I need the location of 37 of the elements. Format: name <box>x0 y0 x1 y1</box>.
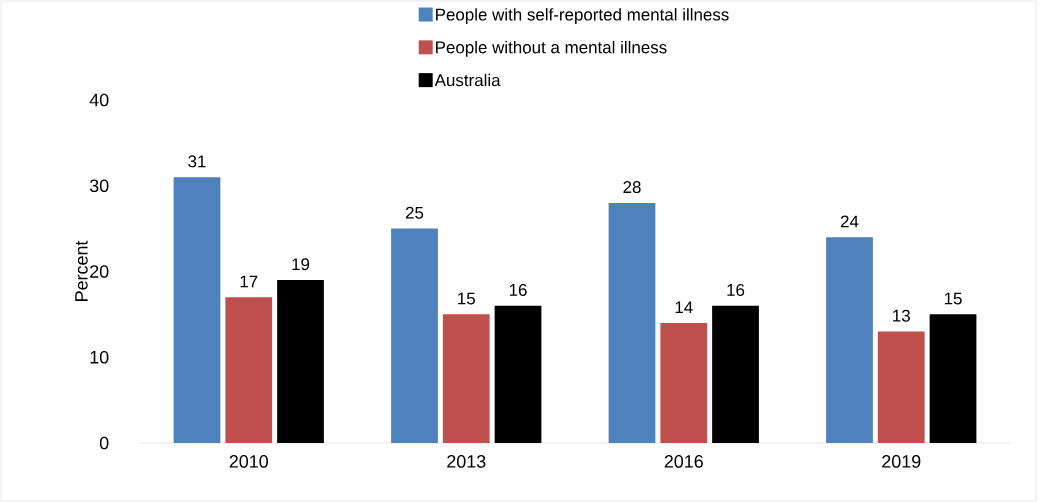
data-label: 15 <box>944 292 962 305</box>
data-label: 16 <box>509 283 527 296</box>
bar <box>277 280 324 443</box>
data-label: 17 <box>240 275 258 288</box>
data-label: 25 <box>405 206 424 219</box>
legend-label: Australia <box>434 73 501 87</box>
bar <box>442 314 490 443</box>
y-tick-label: 10 <box>90 350 109 364</box>
data-label: 31 <box>188 155 206 168</box>
bar <box>660 322 708 443</box>
x-tick-label: 2019 <box>882 455 921 468</box>
x-tick-label: 2013 <box>447 455 486 468</box>
data-label: 13 <box>893 309 910 322</box>
x-tick-label: 2010 <box>229 455 269 468</box>
y-tick-label: 40 <box>89 93 109 107</box>
bar <box>712 305 759 443</box>
y-axis-title: Percent <box>75 240 88 301</box>
y-tick-label: 0 <box>99 436 109 450</box>
legend-label: People with self-reported mental illness <box>436 8 729 24</box>
data-label: 24 <box>840 215 859 228</box>
data-label: 14 <box>675 301 693 314</box>
y-tick-label: 20 <box>90 265 109 278</box>
y-tick-label: 30 <box>89 179 109 193</box>
legend-label: People without a mental illness <box>436 40 667 57</box>
bar <box>225 297 273 443</box>
bar <box>173 177 221 443</box>
bar <box>608 202 656 443</box>
bar <box>391 228 438 443</box>
bar <box>494 305 542 443</box>
data-label: 19 <box>292 258 310 271</box>
bar <box>826 237 873 443</box>
x-tick-label: 2016 <box>664 455 703 468</box>
bar <box>877 331 925 443</box>
data-label: 16 <box>727 283 745 296</box>
data-label: 28 <box>623 181 641 194</box>
bar <box>929 314 977 443</box>
data-label: 15 <box>458 292 475 305</box>
